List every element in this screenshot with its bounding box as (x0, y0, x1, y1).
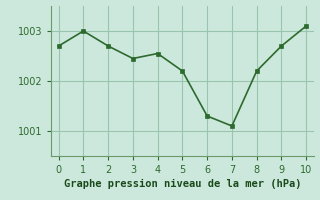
X-axis label: Graphe pression niveau de la mer (hPa): Graphe pression niveau de la mer (hPa) (64, 179, 301, 189)
